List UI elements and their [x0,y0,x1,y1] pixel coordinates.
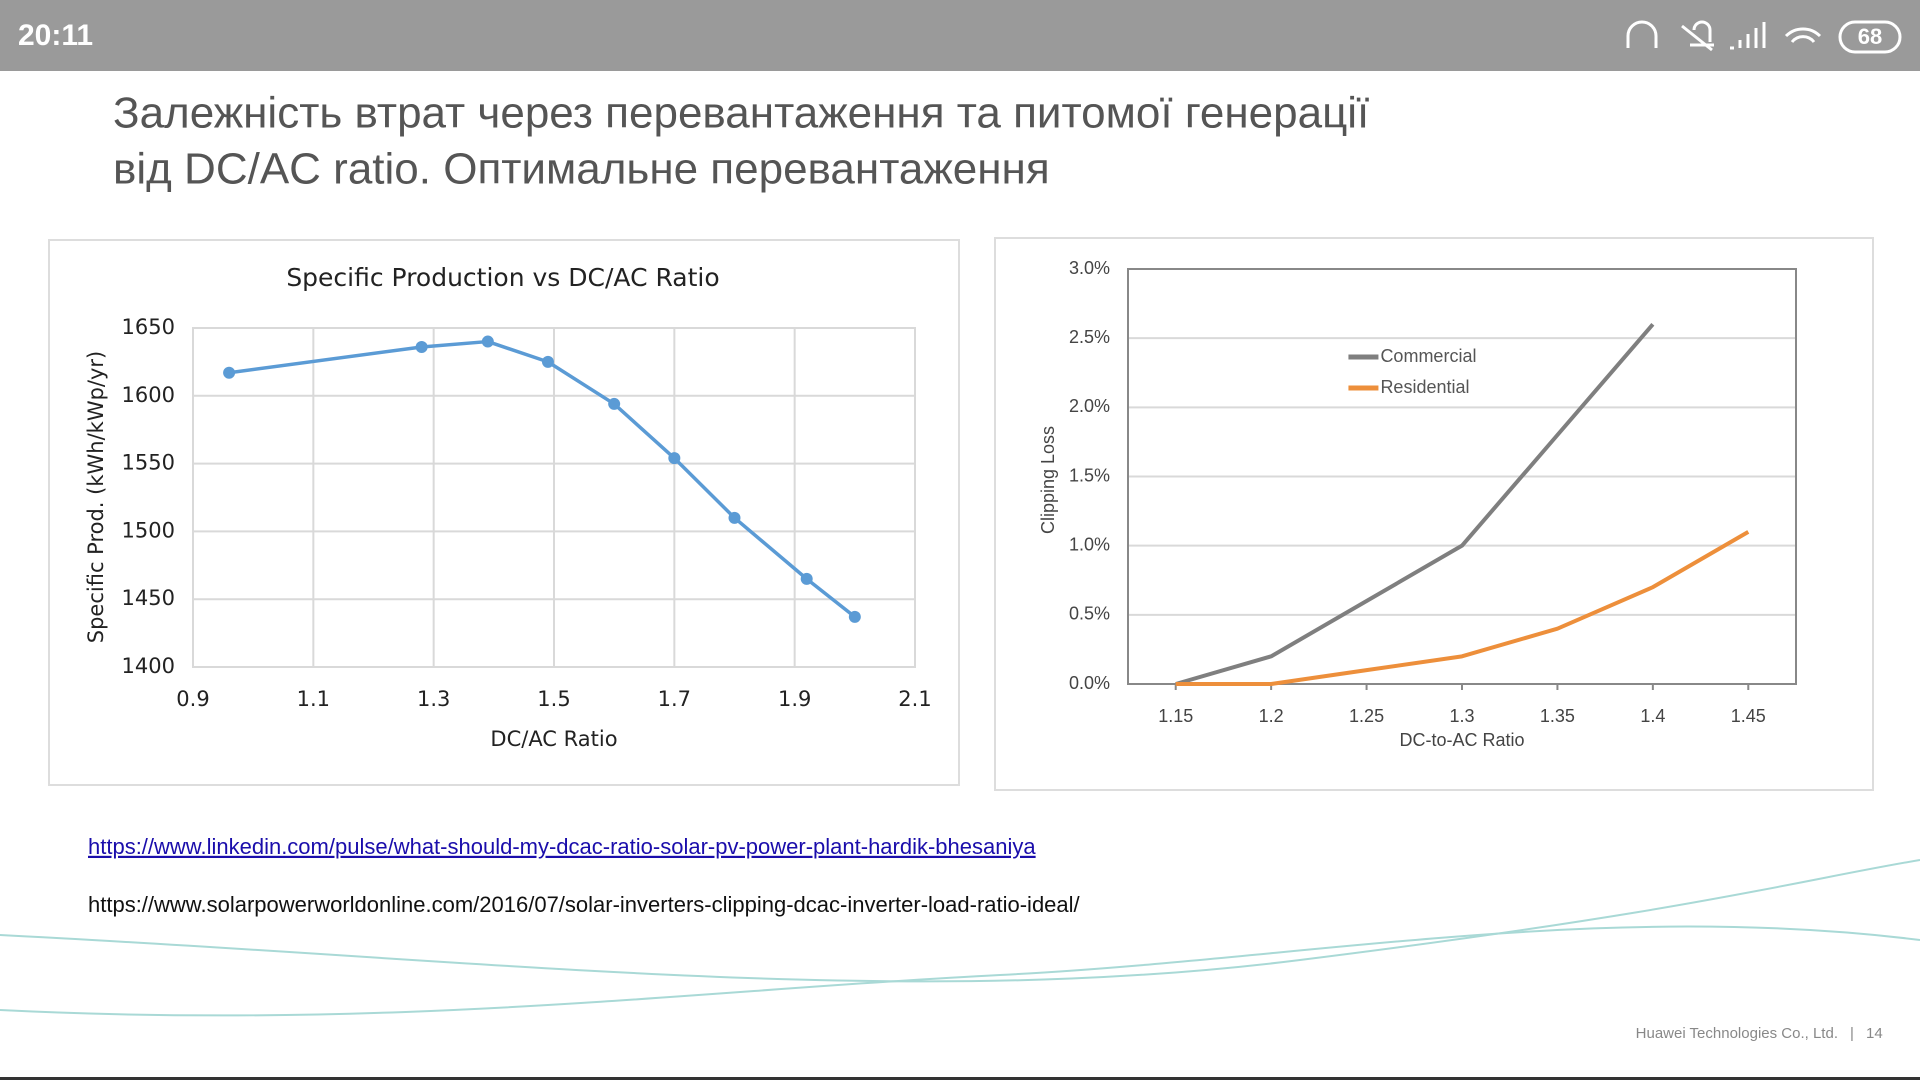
chart-title: Specific Production vs DC/AC Ratio [286,263,719,292]
x-tick-label: 1.5 [537,687,570,711]
plot-frame [1127,268,1797,685]
x-tick-label: 1.1 [297,687,330,711]
page-number: 14 [1866,1025,1883,1042]
data-point [728,511,741,524]
y-tick-label: 1550 [122,451,175,475]
legend-label: Commercial [1380,346,1476,366]
y-axis-label: Clipping Loss [1038,426,1058,534]
x-tick-label: 1.45 [1731,706,1766,726]
x-tick-label: 1.25 [1349,706,1384,726]
y-axis-label: Specific Prod. (kWh/kWp/yr) [84,351,108,644]
y-tick-label: 1400 [122,654,175,678]
data-line [1175,323,1655,686]
x-axis-label: DC/AC Ratio [490,727,617,751]
data-point [541,355,554,368]
y-tick-label: 1650 [122,315,175,339]
status-time: 20:11 [18,19,93,52]
chart-frame [994,237,1874,791]
y-tick-label: 0.5% [1069,604,1110,624]
slide-title: Залежність втрат через перевантаження та… [113,89,1369,138]
y-tick-label: 2.5% [1069,327,1110,347]
y-tick-label: 3.0% [1069,258,1110,278]
bottom-edge [0,1077,1920,1080]
x-tick-label: 1.3 [1449,706,1474,726]
legend-label: Residential [1380,377,1469,397]
decor-wave [0,925,1920,1017]
source-link: https://www.solarpowerworldonline.com/20… [88,892,1081,917]
data-point [800,572,813,585]
x-tick-label: 1.15 [1158,706,1193,726]
x-tick-label: 1.4 [1640,706,1665,726]
decor-wave [0,859,1920,983]
data-point [848,610,861,623]
data-point [223,366,236,379]
chart-frame [48,239,960,786]
data-point [415,340,428,353]
x-axis-label: DC-to-AC Ratio [1399,730,1524,750]
data-point [608,397,621,410]
data-point [668,452,681,465]
slide-title: від DC/AC ratio. Оптимальне перевантажен… [113,145,1050,194]
status-bar [0,0,1920,71]
footer-company: Huawei Technologies Co., Ltd. [1636,1025,1838,1042]
x-tick-label: 0.9 [176,687,209,711]
x-tick-label: 1.9 [778,687,811,711]
footer-separator: | [1850,1025,1854,1042]
data-point [481,335,494,348]
y-tick-label: 1450 [122,586,175,610]
x-tick-label: 1.7 [658,687,691,711]
y-tick-label: 1500 [122,518,175,542]
battery-level: 68 [1858,24,1882,49]
y-tick-label: 1.5% [1069,465,1110,485]
status-icons [1626,20,1902,54]
y-tick-label: 1600 [122,383,175,407]
y-tick-label: 1.0% [1069,534,1110,554]
plot-frame [192,327,916,668]
x-tick-label: 1.35 [1540,706,1575,726]
x-tick-label: 1.2 [1259,706,1284,726]
y-tick-label: 2.0% [1069,396,1110,416]
data-line [1175,530,1750,686]
source-link[interactable]: https://www.linkedin.com/pulse/what-shou… [88,834,1036,859]
y-tick-label: 0.0% [1069,673,1110,693]
x-tick-label: 1.3 [417,687,450,711]
x-tick-label: 2.1 [898,687,931,711]
